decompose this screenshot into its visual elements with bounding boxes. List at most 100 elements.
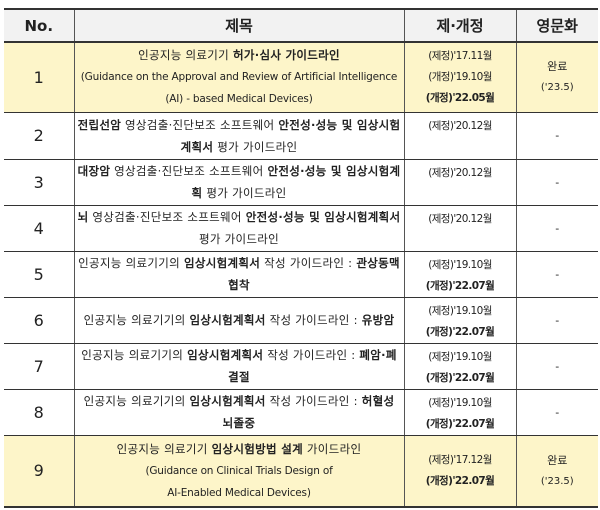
row-dates: (제정)'20.12월 — [403, 112, 516, 160]
row-english-status: - — [515, 389, 598, 436]
title-segment: 대장암 — [77, 164, 111, 178]
row-number: 4 — [4, 205, 74, 252]
date-entry: (개정)'22.07월 — [425, 325, 495, 338]
row-title: 인공지능 의료기기의 임상시험계획서 작성 가이드라인 : 관상동맥협착 — [73, 251, 404, 298]
title-segment: 안전성·성능 및 임상시험계획서 — [180, 117, 401, 154]
row-title: 뇌 영상검출·진단보조 소프트웨어 안전성·성능 및 임상시험계획서 평가 가이… — [73, 205, 404, 252]
row-title: 인공지능 의료기기 허가·심사 가이드라인 (Guidance on the Ap… — [73, 42, 404, 113]
title-segment: 가이드라인 — [302, 441, 362, 456]
header-english: 영문화 — [515, 9, 598, 43]
title-korean: 인공지능 의료기기의 임상시험계획서 작성 가이드라인 : 관상동맥협착 — [78, 256, 400, 292]
title-segment: 인공지능 의료기기의 — [83, 313, 190, 327]
row-number: 3 — [4, 159, 74, 206]
row-english-status: - — [515, 251, 598, 298]
english-status: - — [555, 405, 560, 419]
title-segment: 평가 가이드라인 — [198, 232, 280, 246]
header-title: 제목 — [73, 9, 404, 43]
row-dates: (제정)'19.10월 (개정)'22.07월 — [403, 297, 516, 344]
english-status: - — [555, 267, 560, 281]
row-english-status: 완료 ('23.5) — [515, 42, 598, 113]
row-title: 인공지능 의료기기의 임상시험계획서 작성 가이드라인 : 허혈성 뇌졸중 — [73, 389, 404, 436]
table-row: 9 인공지능 의료기기 임상시험방법 설계 가이드라인 (Guidance on C… — [4, 435, 598, 508]
table-row: 3 대장암 영상검출·진단보조 소프트웨어 안전성·성능 및 임상시험계획 평가 … — [4, 159, 598, 206]
date-entry: (제정)'17.12월 — [428, 453, 492, 466]
title-segment: 임상시험계획서 — [183, 256, 261, 270]
date-entry: (제정)'20.12월 — [428, 166, 492, 179]
title-segment: 영상검출·진단보조 소프트웨어 — [88, 210, 246, 224]
title-korean: 인공지능 의료기기의 임상시험계획서 작성 가이드라인 : 유방암 — [84, 313, 395, 327]
title-english: AI-Enabled Medical Devices) — [167, 486, 311, 499]
english-date: ('23.5) — [540, 82, 574, 94]
row-title: 인공지능 의료기기 임상시험방법 설계 가이드라인 (Guidance on Cl… — [73, 435, 404, 508]
date-entry: (개정)'19.10월 — [428, 70, 492, 83]
title-korean: 인공지능 의료기기 임상시험방법 설계 가이드라인 — [117, 442, 362, 456]
title-segment: 인공지능 의료기기 — [138, 48, 234, 63]
title-segment: 작성 가이드라인 : — [265, 313, 362, 327]
title-segment: 뇌 — [77, 210, 89, 224]
title-segment: 영상검출·진단보조 소프트웨어 — [121, 117, 279, 132]
title-korean: 뇌 영상검출·진단보조 소프트웨어 안전성·성능 및 임상시험계획서 평가 가이… — [78, 210, 401, 246]
date-entry: (개정)'22.05월 — [425, 91, 495, 104]
table-row: 1 인공지능 의료기기 허가·심사 가이드라인 (Guidance on the A… — [4, 42, 598, 113]
title-segment: 영상검출·진단보조 소프트웨어 — [110, 164, 268, 178]
row-title: 전립선암 영상검출·진단보조 소프트웨어 안전성·성능 및 임상시험계획서 평가… — [73, 112, 404, 160]
title-segment: 평가 가이드라인 — [202, 186, 287, 200]
row-dates: (제정)'19.10월 (개정)'22.07월 — [403, 389, 516, 436]
header-row: No. 제목 제·개정 영문화 — [4, 9, 598, 43]
row-dates: (제정)'19.10월 (개정)'22.07월 — [403, 343, 516, 390]
table-row: 2 전립선암 영상검출·진단보조 소프트웨어 안전성·성능 및 임상시험계획서 평… — [4, 112, 598, 160]
title-english: (Guidance on the Approval and Review of … — [80, 71, 398, 84]
guideline-table: No. 제목 제·개정 영문화 1 인공지능 의료기기 허가·심사 가이드라인 (G… — [4, 8, 598, 508]
header-date: 제·개정 — [403, 9, 516, 43]
date-entry: (제정)'19.10월 — [428, 304, 492, 317]
title-segment: 관상동맥협착 — [228, 256, 400, 292]
title-segment: 인공지능 의료기기의 — [78, 256, 184, 270]
title-english: (AI) - based Medical Devices) — [165, 93, 313, 106]
english-status: - — [555, 313, 560, 327]
english-status: - — [555, 129, 560, 142]
english-status: 완료 — [547, 60, 568, 74]
row-english-status: - — [515, 205, 598, 252]
english-status: - — [555, 221, 560, 235]
row-number: 8 — [4, 389, 74, 436]
table-row: 7 인공지능 의료기기의 임상시험계획서 작성 가이드라인 : 폐암·폐결절 (제정… — [4, 343, 598, 390]
row-dates: (제정)'17.12월 (개정)'22.07월 — [403, 435, 516, 508]
row-english-status: 완료 ('23.5) — [515, 435, 598, 508]
row-title: 대장암 영상검출·진단보조 소프트웨어 안전성·성능 및 임상시험계획 평가 가… — [73, 159, 404, 206]
title-segment: 평가 가이드라인 — [213, 139, 298, 154]
row-dates: (제정)'17.11월 (개정)'19.10월 (개정)'22.05월 — [403, 42, 516, 113]
table-row: 8 인공지능 의료기기의 임상시험계획서 작성 가이드라인 : 허혈성 뇌졸중 (제… — [4, 389, 598, 436]
row-dates: (제정)'20.12월 — [403, 159, 516, 206]
title-segment: 임상시험계획서 — [187, 348, 264, 362]
row-number: 6 — [4, 297, 74, 344]
row-number: 2 — [4, 112, 74, 160]
title-english: (Guidance on Clinical Trials Design of — [145, 464, 333, 477]
date-entry: (개정)'22.07월 — [425, 371, 495, 384]
title-korean: 인공지능 의료기기 허가·심사 가이드라인 — [138, 48, 340, 62]
date-entry: (제정)'17.11월 — [428, 49, 492, 62]
row-dates: (제정)'20.12월 — [403, 205, 516, 252]
row-english-status: - — [515, 159, 598, 206]
title-segment: 안전성·성능 및 임상시험계획 — [191, 164, 401, 200]
row-number: 5 — [4, 251, 74, 298]
date-entry: (제정)'20.12월 — [428, 212, 492, 225]
title-segment: 작성 가이드라인 : — [265, 394, 362, 408]
row-title: 인공지능 의료기기의 임상시험계획서 작성 가이드라인 : 폐암·폐결절 — [73, 343, 404, 390]
title-segment: 유방암 — [361, 313, 395, 327]
date-entry: (개정)'22.07월 — [425, 417, 495, 430]
title-segment: 작성 가이드라인 : — [263, 348, 360, 362]
row-english-status: - — [515, 343, 598, 390]
title-segment: 폐암·폐결절 — [228, 348, 397, 384]
title-segment: 임상시험방법 설계 — [211, 441, 303, 456]
english-date: ('23.5) — [540, 475, 574, 487]
table-row: 6 인공지능 의료기기의 임상시험계획서 작성 가이드라인 : 유방암 (제정)'1… — [4, 297, 598, 344]
row-number: 1 — [4, 42, 74, 113]
title-segment: 작성 가이드라인 : — [260, 256, 357, 270]
title-segment: 전립선암 — [77, 117, 122, 132]
title-segment: 인공지능 의료기기 — [116, 441, 212, 456]
date-entry: (제정)'19.10월 — [428, 350, 492, 363]
row-number: 7 — [4, 343, 74, 390]
header-no: No. — [4, 9, 74, 43]
title-korean: 인공지능 의료기기의 임상시험계획서 작성 가이드라인 : 폐암·폐결절 — [81, 348, 396, 384]
